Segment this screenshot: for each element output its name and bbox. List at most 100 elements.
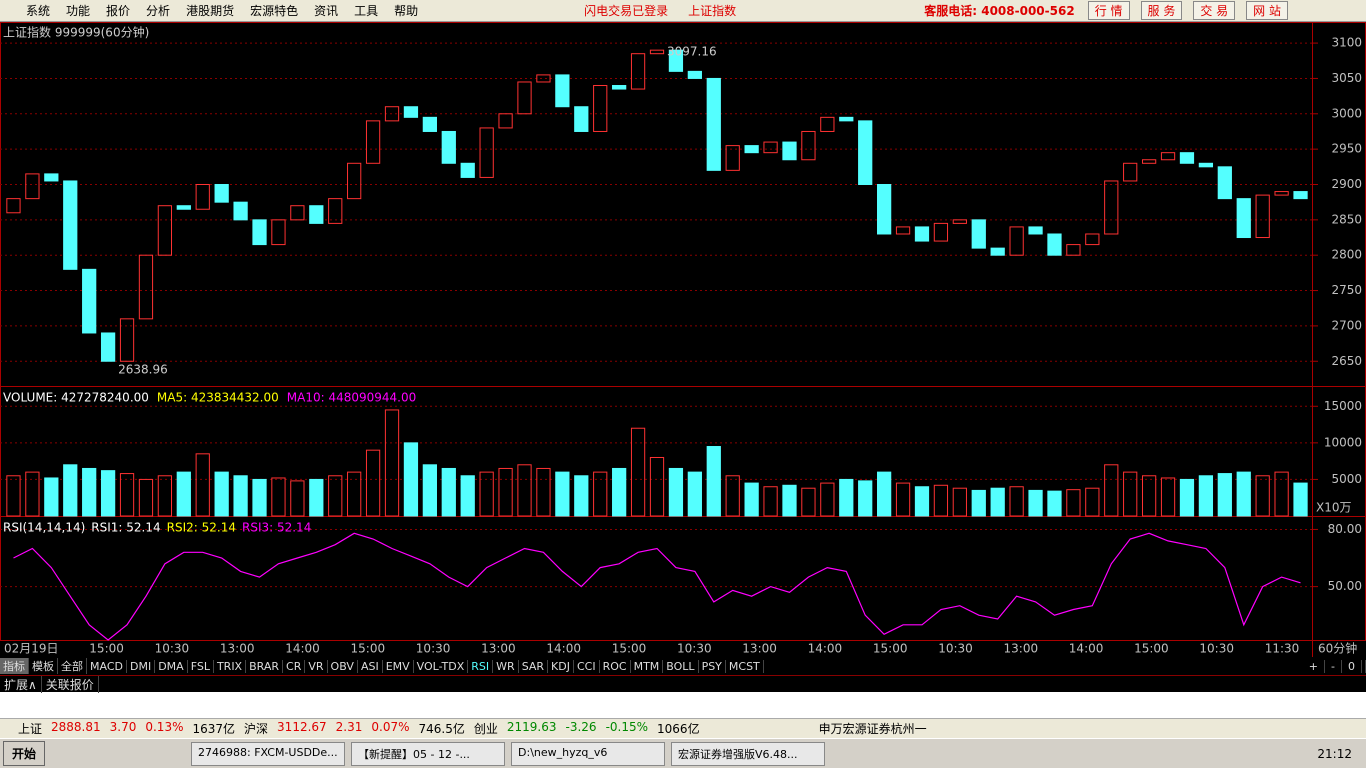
volume-bar <box>63 464 78 517</box>
menu-item[interactable]: 港股期货 <box>186 4 235 18</box>
task-button[interactable]: D:\new_hyzq_v6 <box>511 741 666 766</box>
volume-bar <box>536 467 551 517</box>
volume-bar <box>479 471 494 517</box>
candle-body <box>176 205 191 210</box>
menu-item[interactable]: 宏源特色 <box>250 4 299 18</box>
volume-bar <box>1179 478 1195 517</box>
tab[interactable]: 扩展∧ <box>0 675 42 693</box>
quotes: 上证 2888.81 3.70 0.13% 1637亿 沪深 3112.67 2.31 0.07… <box>18 720 709 737</box>
volume-bar <box>612 467 627 517</box>
tab[interactable]: CCI <box>574 659 600 673</box>
quote: -3.26 <box>565 720 597 734</box>
nav-button[interactable]: 服 务 <box>1140 1 1183 20</box>
y-tick-label: 15000 <box>1324 399 1362 413</box>
menu-item[interactable]: 分析 <box>146 4 171 18</box>
tab[interactable]: 指标 <box>0 658 29 674</box>
x-tick-label: 14:00 <box>285 642 320 656</box>
tab[interactable]: MACD <box>87 659 127 673</box>
candle-body <box>593 85 608 132</box>
nav-button[interactable]: 交 易 <box>1193 1 1236 20</box>
quote: 1066亿 <box>657 722 700 736</box>
tab[interactable]: WR <box>493 659 519 673</box>
menu-item[interactable]: 帮助 <box>394 4 419 18</box>
tab[interactable]: ROC <box>600 659 631 673</box>
volume-bar <box>1047 490 1062 517</box>
quote: 3112.67 <box>277 720 327 734</box>
candle-body <box>1179 152 1195 164</box>
rsi-line <box>13 532 1301 641</box>
volume-bar <box>801 487 816 517</box>
tab-control[interactable]: + <box>1303 659 1326 673</box>
notice-text[interactable]: 闪电交易已登录 <box>584 4 669 18</box>
nav-button[interactable]: 行 情 <box>1087 1 1130 20</box>
tab[interactable]: OBV <box>328 659 358 673</box>
y-tick-label: 2850 <box>1331 212 1362 226</box>
tab[interactable]: PSY <box>699 659 726 673</box>
y-tick-label: 2750 <box>1331 283 1362 297</box>
volume-bar <box>1255 475 1270 517</box>
quote: 0.13% <box>145 720 184 734</box>
tab[interactable]: FSL <box>188 659 214 673</box>
y-tick-label: 10000 <box>1324 435 1362 449</box>
volume-bar <box>630 427 646 517</box>
volume-bar <box>1217 473 1232 517</box>
menu-item[interactable]: 资讯 <box>314 4 339 18</box>
candle-body <box>347 162 362 200</box>
tab[interactable]: SAR <box>519 659 549 673</box>
tab[interactable]: EMV <box>383 659 414 673</box>
volume-bar <box>971 489 986 517</box>
menu-item[interactable]: 系统 <box>26 4 51 18</box>
tab[interactable]: DMI <box>127 659 156 673</box>
tab[interactable]: ASI <box>358 659 383 673</box>
tab-control[interactable]: 0 <box>1342 659 1362 673</box>
candle-body <box>933 222 949 242</box>
notice-text[interactable]: 上证指数 <box>688 4 737 18</box>
background <box>0 22 1366 658</box>
volume-bar <box>877 471 892 517</box>
menu-item[interactable]: 工具 <box>354 4 379 18</box>
candle-body <box>441 130 456 164</box>
tab[interactable]: 全部 <box>58 658 87 674</box>
menu: 系统 功能 报价 分析 港股期货 宏源特色 资讯 工具 帮助 <box>18 2 426 19</box>
tab[interactable]: MTM <box>631 659 664 673</box>
start-button[interactable]: 开始 <box>3 741 46 766</box>
nav-button[interactable]: 网 站 <box>1246 1 1288 20</box>
volume-bar <box>290 480 305 517</box>
candle-body <box>479 127 494 178</box>
tab[interactable]: BRAR <box>246 659 284 673</box>
candle-body <box>82 268 97 334</box>
tab[interactable]: KDJ <box>548 659 574 673</box>
y-tick-label: 50.00 <box>1328 579 1362 593</box>
task-button[interactable]: 2746988: FXCM-USDDe... <box>191 741 346 766</box>
tab[interactable]: VR <box>305 659 328 673</box>
volume-bar <box>895 482 911 517</box>
tab[interactable]: DMA <box>155 659 188 673</box>
candle-body <box>687 70 702 79</box>
volume-bar <box>25 471 40 517</box>
x-tick-label: 10:30 <box>155 642 190 656</box>
candle-body <box>555 74 570 108</box>
volume-bar <box>6 475 21 517</box>
menu-bar: 系统 功能 报价 分析 港股期货 宏源特色 资讯 工具 帮助 闪电交易已登录 上证指数 客服电话:… <box>0 0 1366 22</box>
tab[interactable]: 关联报价 <box>42 675 99 693</box>
y-tick-label: 3100 <box>1331 36 1362 50</box>
menu-item[interactable]: 功能 <box>66 4 91 18</box>
tab[interactable]: TRIX <box>214 659 247 673</box>
tab[interactable]: CR <box>283 659 306 673</box>
candle-body <box>858 120 873 185</box>
volume-bar <box>1236 471 1251 517</box>
tab[interactable]: MCST <box>726 659 764 673</box>
task-button[interactable]: 宏源证券增强版V6.48... <box>671 741 826 766</box>
candle-body <box>820 116 835 132</box>
menu-item[interactable]: 报价 <box>106 4 131 18</box>
volume-bar <box>347 471 362 517</box>
tab[interactable]: BOLL <box>663 659 699 673</box>
tab[interactable]: 模板 <box>29 658 58 674</box>
tab[interactable]: VOL-TDX <box>414 659 469 673</box>
volume-bar <box>555 471 570 517</box>
tab[interactable]: RSI <box>468 659 494 673</box>
task-button[interactable]: 【新提醒】05 - 12 -... <box>351 741 506 766</box>
tab-control[interactable]: - <box>1325 659 1342 673</box>
candle-body <box>801 130 816 161</box>
